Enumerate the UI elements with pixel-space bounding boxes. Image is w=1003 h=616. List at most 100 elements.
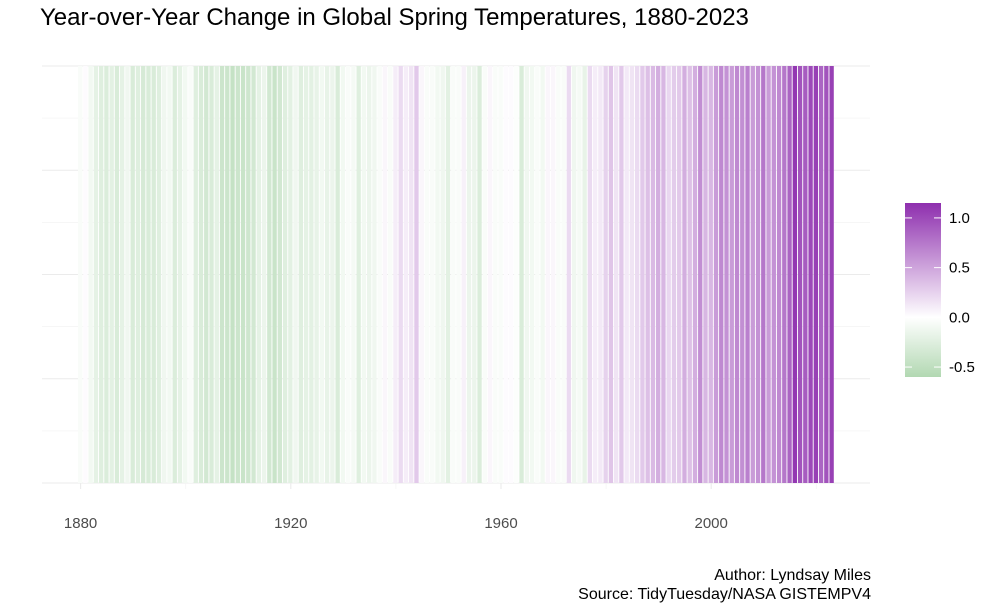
stripe-1926	[319, 66, 325, 483]
stripe-1972	[561, 66, 566, 483]
x-axis-ticks: 1880 1920 1960 2000	[64, 515, 728, 532]
stripe-1941	[398, 66, 403, 483]
stripe-2002	[719, 66, 724, 483]
stripe-1897	[167, 66, 172, 483]
stripe-1991	[661, 66, 666, 483]
stripe-1955	[472, 66, 477, 483]
stripe-2011	[766, 66, 771, 483]
stripe-1974	[571, 66, 577, 483]
stripe-2017	[797, 66, 803, 483]
stripe-1903	[198, 66, 204, 483]
stripe-1890	[130, 66, 135, 483]
stripe-1935	[367, 66, 372, 483]
stripe-1981	[608, 66, 614, 483]
stripe-1965	[524, 66, 529, 483]
stripe-1957	[482, 66, 487, 483]
stripe-1986	[635, 66, 640, 483]
caption-source: Source: TidyTuesday/NASA GISTEMPV4	[578, 586, 871, 603]
stripe-2014	[782, 66, 787, 483]
stripe-1970	[550, 66, 556, 483]
stripe-1922	[298, 66, 304, 483]
stripe-1959	[493, 66, 498, 483]
stripe-1916	[267, 66, 272, 483]
stripe-1929	[335, 66, 340, 483]
stripe-1943	[409, 66, 414, 483]
stripe-2019	[808, 66, 813, 483]
stripe-1958	[487, 66, 493, 483]
stripe-1954	[466, 66, 472, 483]
stripe-1961	[503, 66, 508, 483]
stripe-1931	[345, 66, 351, 483]
stripe-2001	[713, 66, 719, 483]
stripe-1936	[372, 66, 377, 483]
stripe-1999	[703, 66, 708, 483]
stripe-1924	[309, 66, 314, 483]
stripe-1907	[219, 66, 225, 483]
stripe-1950	[445, 66, 451, 483]
stripe-1983	[619, 66, 624, 483]
stripe-2023	[829, 66, 834, 483]
stripe-2022	[824, 66, 829, 483]
stripe-1900	[183, 66, 188, 483]
stripe-1896	[162, 66, 167, 483]
stripe-1953	[461, 66, 466, 483]
stripe-1917	[272, 66, 277, 483]
stripe-1881	[83, 66, 88, 483]
chart-title: Year-over-Year Change in Global Spring T…	[40, 4, 749, 31]
stripe-1920	[288, 66, 293, 483]
stripe-1960	[498, 66, 503, 483]
stripe-2016	[792, 66, 797, 483]
stripe-1911	[240, 66, 246, 483]
x-tick-label: 1920	[274, 515, 307, 532]
stripe-1952	[456, 66, 461, 483]
stripe-1990	[656, 66, 661, 483]
stripe-1962	[508, 66, 514, 483]
stripe-1967	[535, 66, 540, 483]
stripe-1921	[293, 66, 298, 483]
stripe-1893	[146, 66, 151, 483]
stripe-1980	[603, 66, 608, 483]
stripe-1949	[440, 66, 445, 483]
stripe-1933	[356, 66, 361, 483]
stripe-1993	[671, 66, 677, 483]
stripe-2009	[755, 66, 761, 483]
stripes	[77, 66, 834, 483]
stripe-2006	[740, 66, 745, 483]
legend-tick-label: 0.5	[949, 260, 970, 277]
x-tick-label: 2000	[695, 515, 728, 532]
stripe-1901	[188, 66, 193, 483]
stripe-1894	[151, 66, 156, 483]
stripe-1887	[114, 66, 120, 483]
stripe-1910	[235, 66, 240, 483]
stripe-2003	[724, 66, 729, 483]
stripe-1898	[172, 66, 177, 483]
stripe-1938	[382, 66, 388, 483]
stripe-1895	[156, 66, 162, 483]
stripe-2020	[813, 66, 819, 483]
stripe-1934	[361, 66, 367, 483]
stripe-1992	[666, 66, 671, 483]
stripe-1940	[393, 66, 398, 483]
x-tick-label: 1960	[484, 515, 517, 532]
stripe-1919	[282, 66, 288, 483]
stripe-1977	[587, 66, 593, 483]
stripe-1880	[77, 66, 83, 483]
stripe-1951	[451, 66, 456, 483]
stripe-1884	[98, 66, 104, 483]
stripe-1937	[377, 66, 382, 483]
stripe-1883	[93, 66, 99, 483]
stripe-1912	[246, 66, 251, 483]
stripe-1997	[692, 66, 698, 483]
stripe-1928	[330, 66, 335, 483]
stripe-1996	[687, 66, 692, 483]
stripe-2005	[734, 66, 740, 483]
stripe-2010	[761, 66, 766, 483]
stripe-1902	[193, 66, 198, 483]
stripe-1891	[135, 66, 141, 483]
stripe-1947	[430, 66, 435, 483]
stripe-1979	[598, 66, 603, 483]
stripe-1889	[125, 66, 130, 483]
stripe-2000	[708, 66, 713, 483]
stripe-1945	[419, 66, 424, 483]
